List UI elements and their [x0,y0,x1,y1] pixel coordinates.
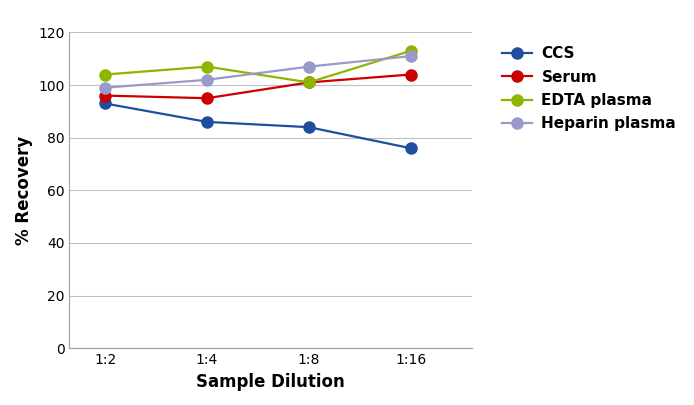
EDTA plasma [101,72,109,77]
EDTA plasma [203,64,211,69]
Heparin plasma [203,77,211,82]
Serum [305,80,313,85]
Legend: CCS, Serum, EDTA plasma, Heparin plasma: CCS, Serum, EDTA plasma, Heparin plasma [496,40,682,137]
Heparin plasma [101,85,109,90]
EDTA plasma [305,80,313,85]
Serum [203,96,211,100]
Line: CCS: CCS [99,98,416,154]
CCS [407,146,415,151]
Serum [407,72,415,77]
Line: EDTA plasma: EDTA plasma [99,45,416,88]
Y-axis label: % Recovery: % Recovery [15,136,33,245]
CCS [203,119,211,124]
CCS [101,101,109,106]
Line: Heparin plasma: Heparin plasma [99,51,416,93]
EDTA plasma [407,48,415,53]
X-axis label: Sample Dilution: Sample Dilution [196,373,345,391]
CCS [305,125,313,130]
Heparin plasma [305,64,313,69]
Line: Serum: Serum [99,69,416,104]
Heparin plasma [407,53,415,58]
Serum [101,93,109,98]
